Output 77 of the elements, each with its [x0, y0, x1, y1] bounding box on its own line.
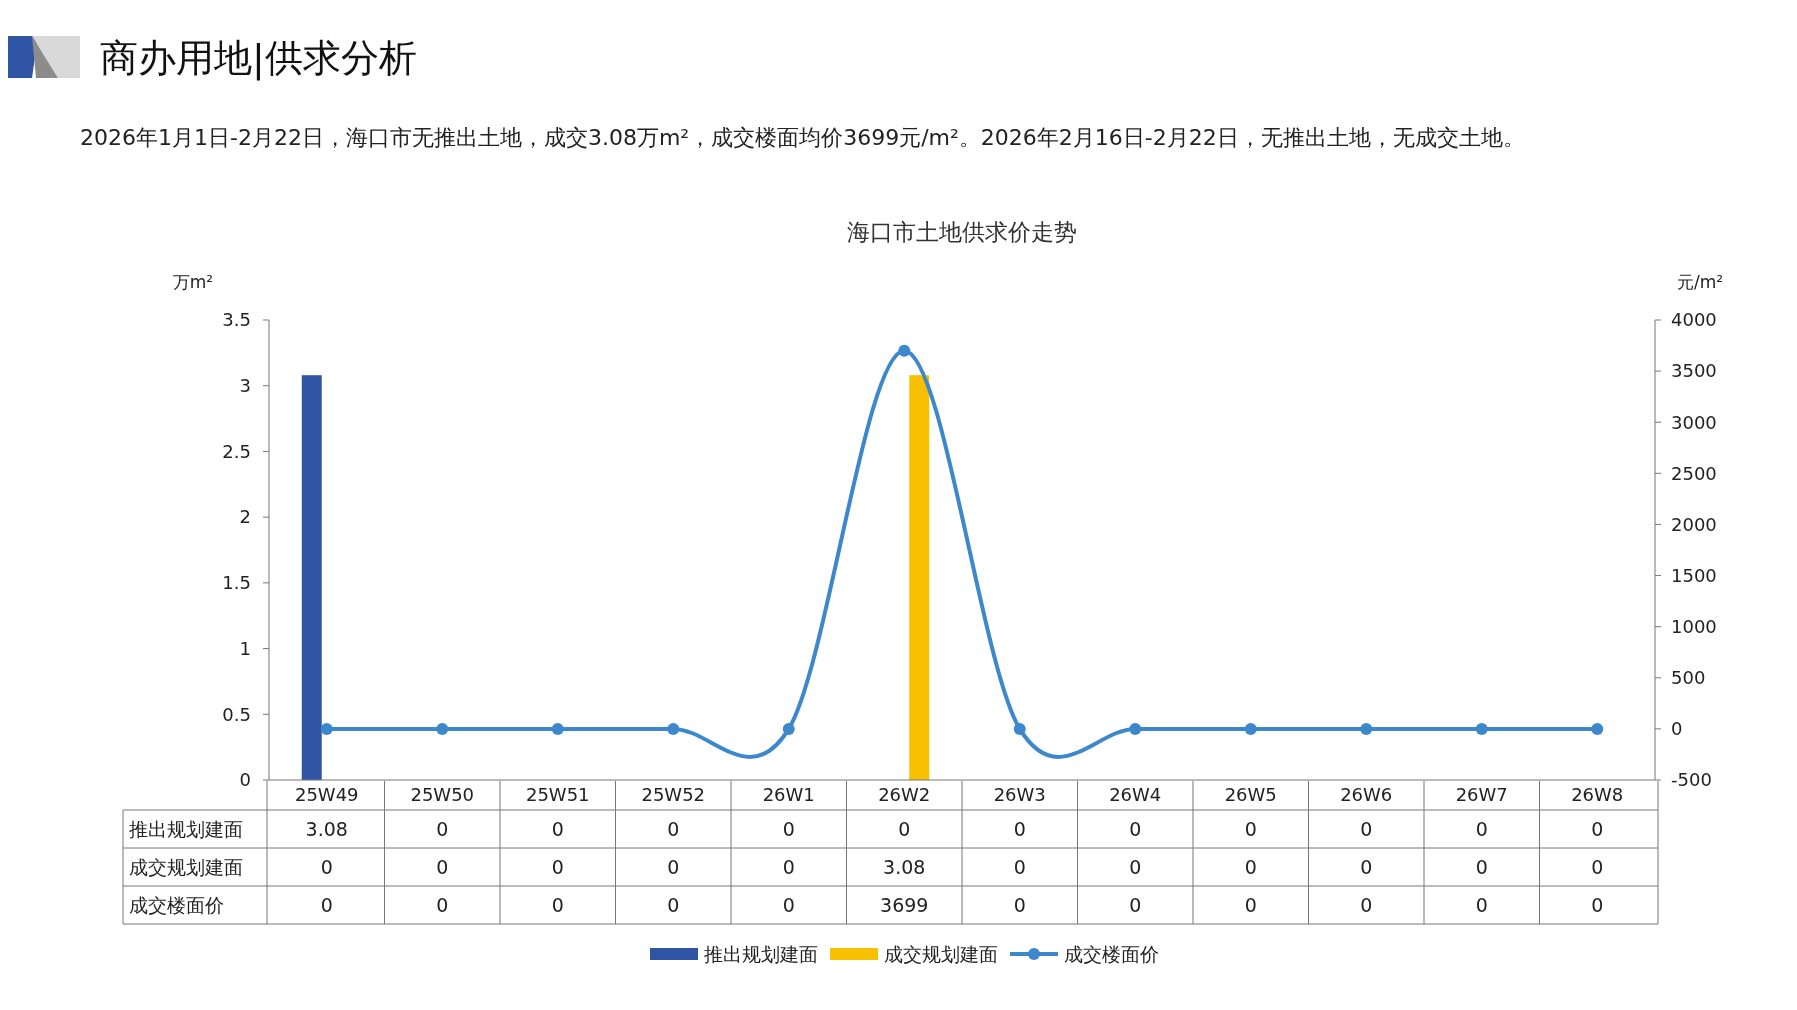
x-tick-label: 26W2: [878, 784, 931, 806]
y-tick-label: 1: [239, 637, 251, 659]
data-label: 0: [1129, 855, 1142, 878]
data-label: 0: [1244, 817, 1257, 840]
legend-label: 推出规划建面: [704, 942, 818, 965]
y-tick-label: 2: [239, 506, 251, 528]
data-label: 0: [1591, 855, 1604, 878]
y2-tick-label: 0: [1671, 718, 1683, 740]
data-label: 0: [1475, 855, 1488, 878]
y-tick-label: 1.5: [222, 572, 251, 594]
x-tick-label: 26W4: [1109, 784, 1162, 806]
data-label: 0: [436, 855, 449, 878]
data-label: 0: [782, 855, 795, 878]
data-label: 0: [1360, 817, 1373, 840]
text: 商办用地|供求分析: [100, 36, 417, 81]
y2-tick-label: 1000: [1671, 615, 1717, 637]
data-label: 0: [320, 893, 333, 916]
y2-tick-label: 4000: [1671, 309, 1717, 331]
y2-tick-label: -500: [1671, 769, 1712, 791]
chart-title: 海口市土地供求价走势: [847, 219, 1077, 245]
data-label: 0: [1129, 893, 1142, 916]
data-label: 3.08: [305, 817, 348, 840]
x-tick-label: 26W7: [1455, 784, 1508, 806]
legend-label: 成交楼面价: [1064, 942, 1159, 965]
text: 成交规划建面: [129, 855, 243, 878]
data-label: 0: [1591, 893, 1604, 916]
x-tick-label: 25W50: [410, 784, 475, 806]
y-tick-label: 2.5: [222, 440, 251, 462]
data-label: 0: [782, 893, 795, 916]
data-label: 0: [551, 817, 564, 840]
y2-tick-label: 3000: [1671, 411, 1717, 433]
data-label: 0: [436, 893, 449, 916]
data-label: 0: [1244, 855, 1257, 878]
data-label: 0: [1013, 855, 1026, 878]
y2-tick-label: 2000: [1671, 513, 1717, 535]
y2-tick-label: 2500: [1671, 462, 1717, 484]
data-label: 0: [1244, 893, 1257, 916]
data-label: 0: [667, 893, 680, 916]
data-label: 0: [667, 817, 680, 840]
data-label: 3.08: [883, 855, 926, 878]
y2-tick-label: 500: [1671, 667, 1706, 689]
x-tick-label: 26W1: [762, 784, 815, 806]
text: 成交楼面价: [129, 893, 224, 916]
data-label: 0: [1360, 855, 1373, 878]
data-label: 0: [1013, 817, 1026, 840]
data-label: 0: [1129, 817, 1142, 840]
data-label: 0: [1591, 817, 1604, 840]
data-label: 0: [436, 817, 449, 840]
x-tick-label: 25W51: [525, 784, 590, 806]
data-label: 0: [1013, 893, 1026, 916]
x-tick-label: 25W49: [294, 784, 359, 806]
data-label: 0: [551, 893, 564, 916]
data-label: 3699: [880, 893, 929, 916]
data-label: 0: [320, 855, 333, 878]
y-axis-title: 万m²: [172, 272, 214, 292]
y2-tick-label: 3500: [1671, 360, 1717, 382]
text: 推出规划建面: [129, 817, 243, 840]
y2-axis-title: 元/m²: [1676, 272, 1724, 292]
data-label: 0: [1360, 893, 1373, 916]
data-label: 0: [782, 817, 795, 840]
chart-subtitle: 2026年1月1日-2月22日，海口市无推出土地，成交3.08万m²，成交楼面均价3699元/m²。2026年2月16日-2月22日，无推出土地，无成交土地。: [80, 125, 1525, 150]
y-tick-label: 3.5: [222, 309, 251, 331]
y-tick-label: 3: [239, 375, 251, 397]
x-tick-label: 26W6: [1340, 784, 1393, 806]
y2-tick-label: 1500: [1671, 564, 1717, 586]
data-label: 0: [551, 855, 564, 878]
x-tick-label: 26W3: [993, 784, 1046, 806]
x-tick-label: 25W52: [641, 784, 706, 806]
data-label: 0: [1475, 817, 1488, 840]
data-label: 0: [1475, 893, 1488, 916]
data-label: 0: [667, 855, 680, 878]
y-tick-label: 0: [239, 769, 251, 791]
y-tick-label: 0.5: [222, 703, 251, 725]
legend-label: 成交规划建面: [884, 942, 998, 965]
x-tick-label: 26W5: [1224, 784, 1277, 806]
data-label: 0: [898, 817, 911, 840]
x-tick-label: 26W8: [1571, 784, 1624, 806]
